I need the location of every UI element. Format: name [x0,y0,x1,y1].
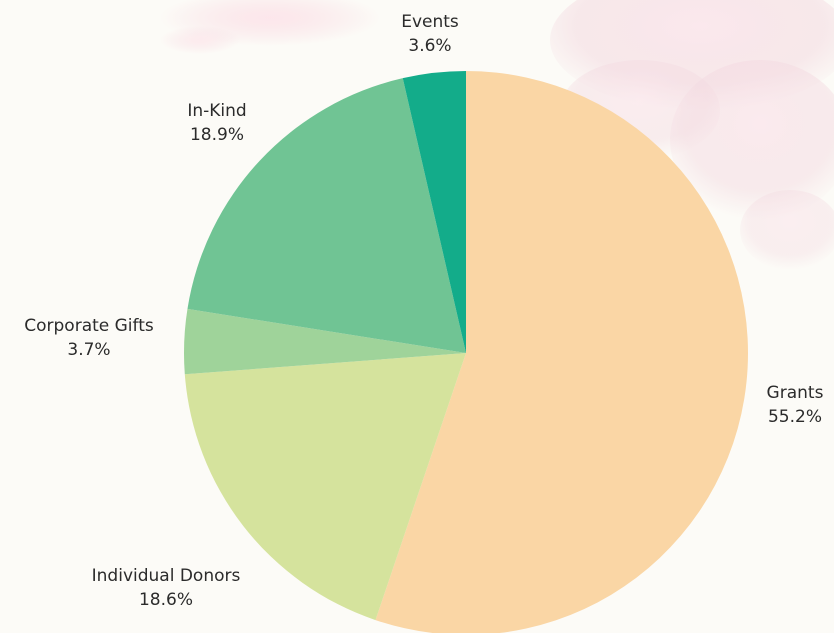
pie-slice-in-kind [187,78,466,354]
pie-slice-grants [375,71,748,633]
slice-percent-label: 55.2% [768,407,822,427]
pie-slice-individual-donors [184,353,467,621]
pie-slices [183,71,748,633]
slice-category-label: Corporate Gifts [24,316,154,336]
slice-percent-label: 3.7% [67,340,110,360]
slice-percent-label: 18.6% [139,590,193,610]
slice-label-in-kind: In-Kind 18.9% [187,101,246,145]
slice-label-individual-donors: Individual Donors 18.6% [92,566,241,610]
slice-label-corporate-gifts: Corporate Gifts 3.7% [24,316,154,360]
slice-label-grants: Grants 55.2% [767,383,824,427]
slice-category-label: Individual Donors [92,566,241,586]
slice-percent-label: 18.9% [190,125,244,145]
slice-category-label: Events [401,12,459,32]
pie-slice-corporate-gifts [183,308,467,375]
pie-labels: Grants 55.2% Individual Donors 18.6% Corpora… [24,12,823,610]
slice-category-label: Grants [767,383,824,403]
slice-label-events: Events 3.6% [401,12,459,56]
slice-category-label: In-Kind [187,101,246,121]
pie-slice-events [402,71,466,353]
flower-petal-decoration [160,0,834,270]
slice-percent-label: 3.6% [408,36,451,56]
